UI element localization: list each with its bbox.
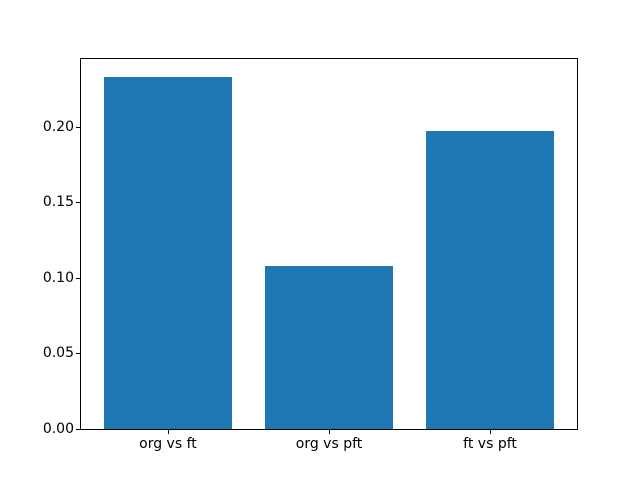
x-tick-label: org vs pft [295, 436, 363, 452]
y-tick-label: 0.15 [42, 194, 74, 211]
y-tick-mark [76, 429, 80, 430]
y-tick-label: 0.20 [42, 118, 74, 135]
bar-ft-vs-pft [425, 131, 555, 429]
y-tick-mark [76, 202, 80, 204]
y-tick-mark [76, 277, 80, 279]
y-tick-label: 0.05 [42, 345, 74, 362]
plot-area: 0.00 0.05 0.10 0.15 0.20 org vs ft org vs pft f… [43, 58, 578, 452]
x-tick-mark [490, 430, 492, 434]
y-tick-label: 0.10 [42, 269, 74, 286]
y-tick-mark [76, 126, 80, 128]
x-tick-label: org vs ft [139, 436, 197, 452]
bar-org-vs-pft [264, 265, 394, 429]
x-tick-label: ft vs pft [463, 436, 517, 452]
x-tick-mark [167, 430, 169, 434]
y-tick-label: 0.00 [42, 421, 74, 437]
bar-org-vs-ft [103, 76, 233, 429]
y-tick-mark [76, 353, 80, 355]
x-tick-mark [329, 430, 330, 434]
